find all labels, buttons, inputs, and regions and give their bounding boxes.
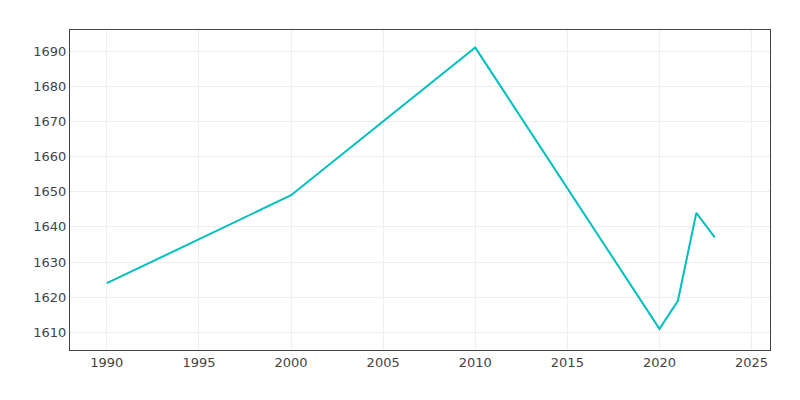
svg-text:1680: 1680 [33, 79, 66, 94]
svg-text:1995: 1995 [182, 355, 215, 370]
svg-text:2025: 2025 [735, 355, 768, 370]
svg-text:1650: 1650 [33, 184, 66, 199]
svg-text:1670: 1670 [33, 114, 66, 129]
svg-text:2010: 2010 [459, 355, 492, 370]
svg-text:1660: 1660 [33, 149, 66, 164]
svg-text:1630: 1630 [33, 255, 66, 270]
svg-text:2015: 2015 [551, 355, 584, 370]
svg-text:1990: 1990 [90, 355, 123, 370]
svg-text:2005: 2005 [367, 355, 400, 370]
svg-text:2020: 2020 [643, 355, 676, 370]
svg-text:1640: 1640 [33, 219, 66, 234]
svg-text:1690: 1690 [33, 44, 66, 59]
svg-text:1620: 1620 [33, 290, 66, 305]
svg-text:2000: 2000 [275, 355, 308, 370]
svg-text:1610: 1610 [33, 325, 66, 340]
